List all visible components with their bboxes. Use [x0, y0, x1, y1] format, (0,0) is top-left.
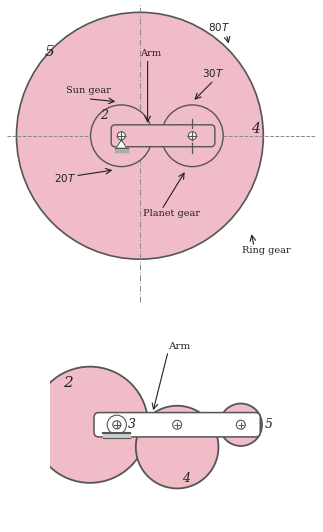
Text: 4: 4 [251, 122, 260, 136]
Text: Arm: Arm [168, 342, 191, 351]
Text: 5: 5 [44, 45, 54, 59]
Circle shape [113, 421, 121, 429]
Text: Sun gear: Sun gear [66, 86, 111, 95]
Text: 2: 2 [63, 376, 73, 390]
Text: 4: 4 [182, 472, 190, 485]
Text: $80T$: $80T$ [208, 21, 230, 33]
Text: 5: 5 [264, 418, 272, 431]
Text: 3: 3 [128, 418, 136, 431]
Text: Ring gear: Ring gear [242, 246, 290, 255]
Circle shape [32, 367, 148, 483]
Circle shape [162, 105, 223, 167]
Circle shape [220, 403, 262, 446]
FancyBboxPatch shape [111, 125, 215, 147]
Polygon shape [116, 140, 127, 148]
Circle shape [90, 105, 152, 167]
Text: 3: 3 [177, 124, 185, 137]
Text: Planet gear: Planet gear [143, 209, 200, 218]
FancyBboxPatch shape [94, 413, 260, 437]
Circle shape [117, 132, 125, 140]
Text: 2: 2 [100, 109, 108, 122]
Circle shape [236, 420, 245, 429]
Polygon shape [103, 433, 130, 438]
Text: $30T$: $30T$ [202, 67, 224, 79]
Circle shape [136, 406, 218, 488]
Text: Arm: Arm [140, 48, 161, 57]
Circle shape [173, 420, 182, 429]
Text: $20T$: $20T$ [54, 172, 76, 184]
Circle shape [188, 132, 196, 140]
Circle shape [16, 12, 263, 259]
Circle shape [107, 415, 126, 434]
